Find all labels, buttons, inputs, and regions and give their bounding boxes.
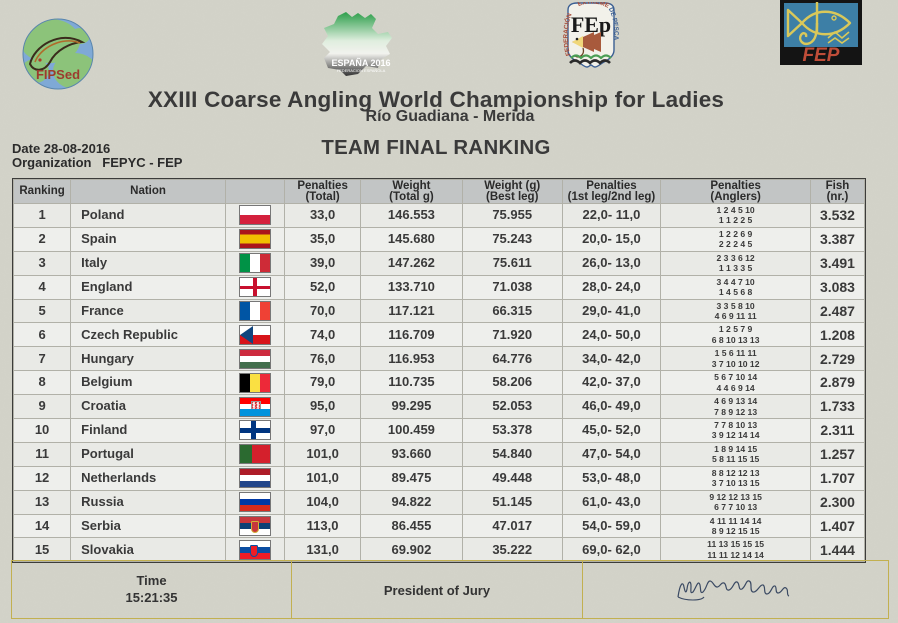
- svg-text:ESPAÑA 2016: ESPAÑA 2016: [331, 58, 390, 68]
- svg-text:FIPSed: FIPSed: [36, 67, 80, 82]
- svg-text:FEDERACION ESPAÑOLA: FEDERACION ESPAÑOLA: [337, 68, 386, 73]
- svg-text:FEp: FEp: [571, 12, 611, 37]
- svg-text:FEP: FEP: [803, 45, 840, 65]
